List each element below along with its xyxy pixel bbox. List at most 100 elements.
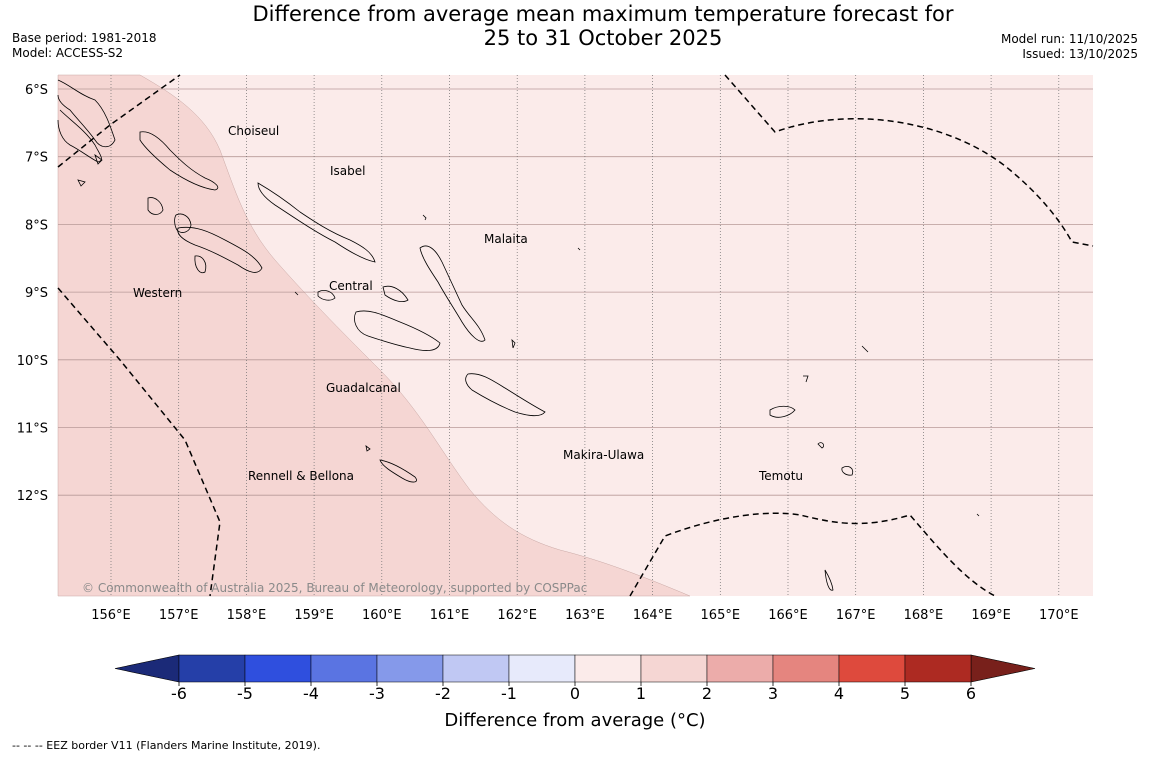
coast-malaita bbox=[419, 245, 486, 342]
colorbar-tick-label: -2 bbox=[435, 684, 451, 703]
eez-border-north-west bbox=[57, 74, 181, 168]
colorbar-tick-label: 0 bbox=[570, 684, 580, 703]
coast-reef-islands bbox=[803, 375, 809, 383]
coast-makira bbox=[465, 373, 546, 417]
colorbar-tick-label: 2 bbox=[702, 684, 712, 703]
colorbar-swatch bbox=[310, 654, 378, 683]
longitude-tick-label: 159°E bbox=[294, 608, 334, 623]
coast-shortlands bbox=[94, 153, 103, 165]
latitude-tick-label: 12°S bbox=[17, 489, 48, 504]
colorbar-swatch bbox=[574, 654, 642, 683]
region-label-temotu: Temotu bbox=[758, 469, 803, 483]
coast-rendova bbox=[194, 255, 207, 274]
base-period: Base period: 1981-2018 bbox=[12, 31, 157, 45]
coast-isabel bbox=[257, 182, 376, 263]
longitude-tick-label: 168°E bbox=[904, 608, 944, 623]
coast-new-georgia bbox=[177, 226, 263, 273]
colorbar: -6 -5 -4 -3 -2 -1 0 1 2 3 4 5 6 bbox=[114, 654, 1036, 703]
longitude-axis: 156°E 157°E 158°E 159°E 160°E 161°E 162°E 163°E… bbox=[91, 608, 1078, 623]
coast-bougainville bbox=[57, 109, 102, 163]
region-label-western: Western bbox=[133, 286, 182, 300]
colorbar-swatch bbox=[442, 654, 510, 683]
colorbar-label: Difference from average (°C) bbox=[444, 710, 706, 731]
region-label-guadalcanal: Guadalcanal bbox=[326, 381, 401, 395]
graticule bbox=[58, 75, 1093, 596]
latitude-tick-label: 9°S bbox=[25, 286, 48, 301]
colorbar-tick-label: 5 bbox=[900, 684, 910, 703]
coast-ontong-java bbox=[422, 214, 427, 221]
colorbar-tick-label: -3 bbox=[369, 684, 385, 703]
coast-rennell bbox=[379, 459, 417, 483]
latitude-axis: 6°S 7°S 8°S 9°S 10°S 11°S 12°S bbox=[17, 83, 48, 504]
colorbar-extend-low bbox=[114, 654, 180, 683]
longitude-tick-label: 164°E bbox=[633, 608, 673, 623]
region-label-central: Central bbox=[329, 279, 373, 293]
colorbar-swatch bbox=[772, 654, 840, 683]
latitude-tick-label: 8°S bbox=[25, 218, 48, 233]
coast-vella-lavella bbox=[147, 197, 164, 215]
colorbar-swatch bbox=[244, 654, 312, 683]
longitude-tick-label: 163°E bbox=[565, 608, 605, 623]
region-labels: Choiseul Isabel Malaita Western Central … bbox=[133, 124, 803, 483]
longitude-tick-label: 169°E bbox=[971, 608, 1011, 623]
coast-treasury bbox=[77, 179, 86, 187]
model-info: Base period: 1981-2018 Model: ACCESS-S2 bbox=[12, 31, 157, 61]
longitude-tick-label: 170°E bbox=[1039, 608, 1079, 623]
region-label-choiseul: Choiseul bbox=[228, 124, 279, 138]
map-panel[interactable]: Choiseul Isabel Malaita Western Central … bbox=[57, 74, 1094, 597]
longitude-tick-label: 162°E bbox=[497, 608, 537, 623]
coast-ulawa bbox=[511, 338, 516, 349]
longitude-tick-label: 157°E bbox=[159, 608, 199, 623]
colorbar-swatch bbox=[508, 654, 576, 683]
copyright-notice: © Commonwealth of Australia 2025, Bureau… bbox=[82, 581, 587, 595]
eez-borders bbox=[57, 74, 1094, 597]
latitude-tick-label: 11°S bbox=[17, 422, 48, 437]
region-label-malaita: Malaita bbox=[484, 232, 528, 246]
longitude-tick-label: 167°E bbox=[836, 608, 876, 623]
coast-savo bbox=[382, 285, 409, 303]
colorbar-swatch bbox=[904, 654, 972, 683]
anomaly-zone-warm bbox=[57, 74, 691, 597]
colorbar-tick-label: 4 bbox=[834, 684, 844, 703]
model-run-date: Model run: 11/10/2025 bbox=[1000, 32, 1138, 46]
latitude-tick-label: 7°S bbox=[25, 151, 48, 166]
eez-border-south-east bbox=[629, 512, 996, 597]
coast-duff-islands bbox=[861, 345, 869, 353]
longitude-tick-label: 165°E bbox=[701, 608, 741, 623]
coast-anuta bbox=[824, 569, 834, 591]
region-label-makira-ulawa: Makira-Ulawa bbox=[563, 448, 644, 462]
latitude-tick-label: 10°S bbox=[17, 354, 48, 369]
colorbar-tick-label: 6 bbox=[966, 684, 976, 703]
longitude-tick-label: 158°E bbox=[227, 608, 267, 623]
coastlines bbox=[57, 79, 980, 591]
colorbar-swatch bbox=[178, 654, 246, 683]
colorbar-swatch bbox=[838, 654, 906, 683]
region-label-rennell-bellona: Rennell & Bellona bbox=[248, 469, 354, 483]
coast-florida-islands bbox=[317, 290, 336, 301]
title-line-1: Difference from average mean maximum tem… bbox=[252, 2, 954, 26]
colorbar-extend-high bbox=[970, 654, 1036, 683]
coast-tikopia bbox=[976, 513, 980, 517]
longitude-tick-label: 166°E bbox=[768, 608, 808, 623]
longitude-tick-label: 156°E bbox=[91, 608, 131, 623]
page-title: Difference from average mean maximum tem… bbox=[200, 2, 1006, 50]
issued-date: Issued: 13/10/2025 bbox=[1022, 47, 1138, 61]
eez-border-north-east bbox=[724, 74, 1094, 247]
coast-kolombangara bbox=[174, 213, 192, 233]
coast-russell-islands bbox=[294, 291, 299, 296]
coast-santa-cruz-ndeni bbox=[769, 405, 796, 418]
coast-guadalcanal bbox=[354, 310, 441, 351]
coast-sikaiana bbox=[577, 247, 581, 251]
latitude-tick-label: 6°S bbox=[25, 83, 48, 98]
coast-choiseul bbox=[139, 131, 219, 191]
colorbar-swatch bbox=[640, 654, 708, 683]
run-info: Model run: 11/10/2025 Issued: 13/10/2025 bbox=[1001, 32, 1138, 62]
colorbar-tick-label: -5 bbox=[237, 684, 253, 703]
colorbar-tick-label: 3 bbox=[768, 684, 778, 703]
model-name: Model: ACCESS-S2 bbox=[12, 46, 124, 60]
colorbar-tick-label: 1 bbox=[636, 684, 646, 703]
colorbar-swatch bbox=[706, 654, 774, 683]
colorbar-tick-label: -1 bbox=[501, 684, 517, 703]
colorbar-tick-label: -4 bbox=[303, 684, 319, 703]
